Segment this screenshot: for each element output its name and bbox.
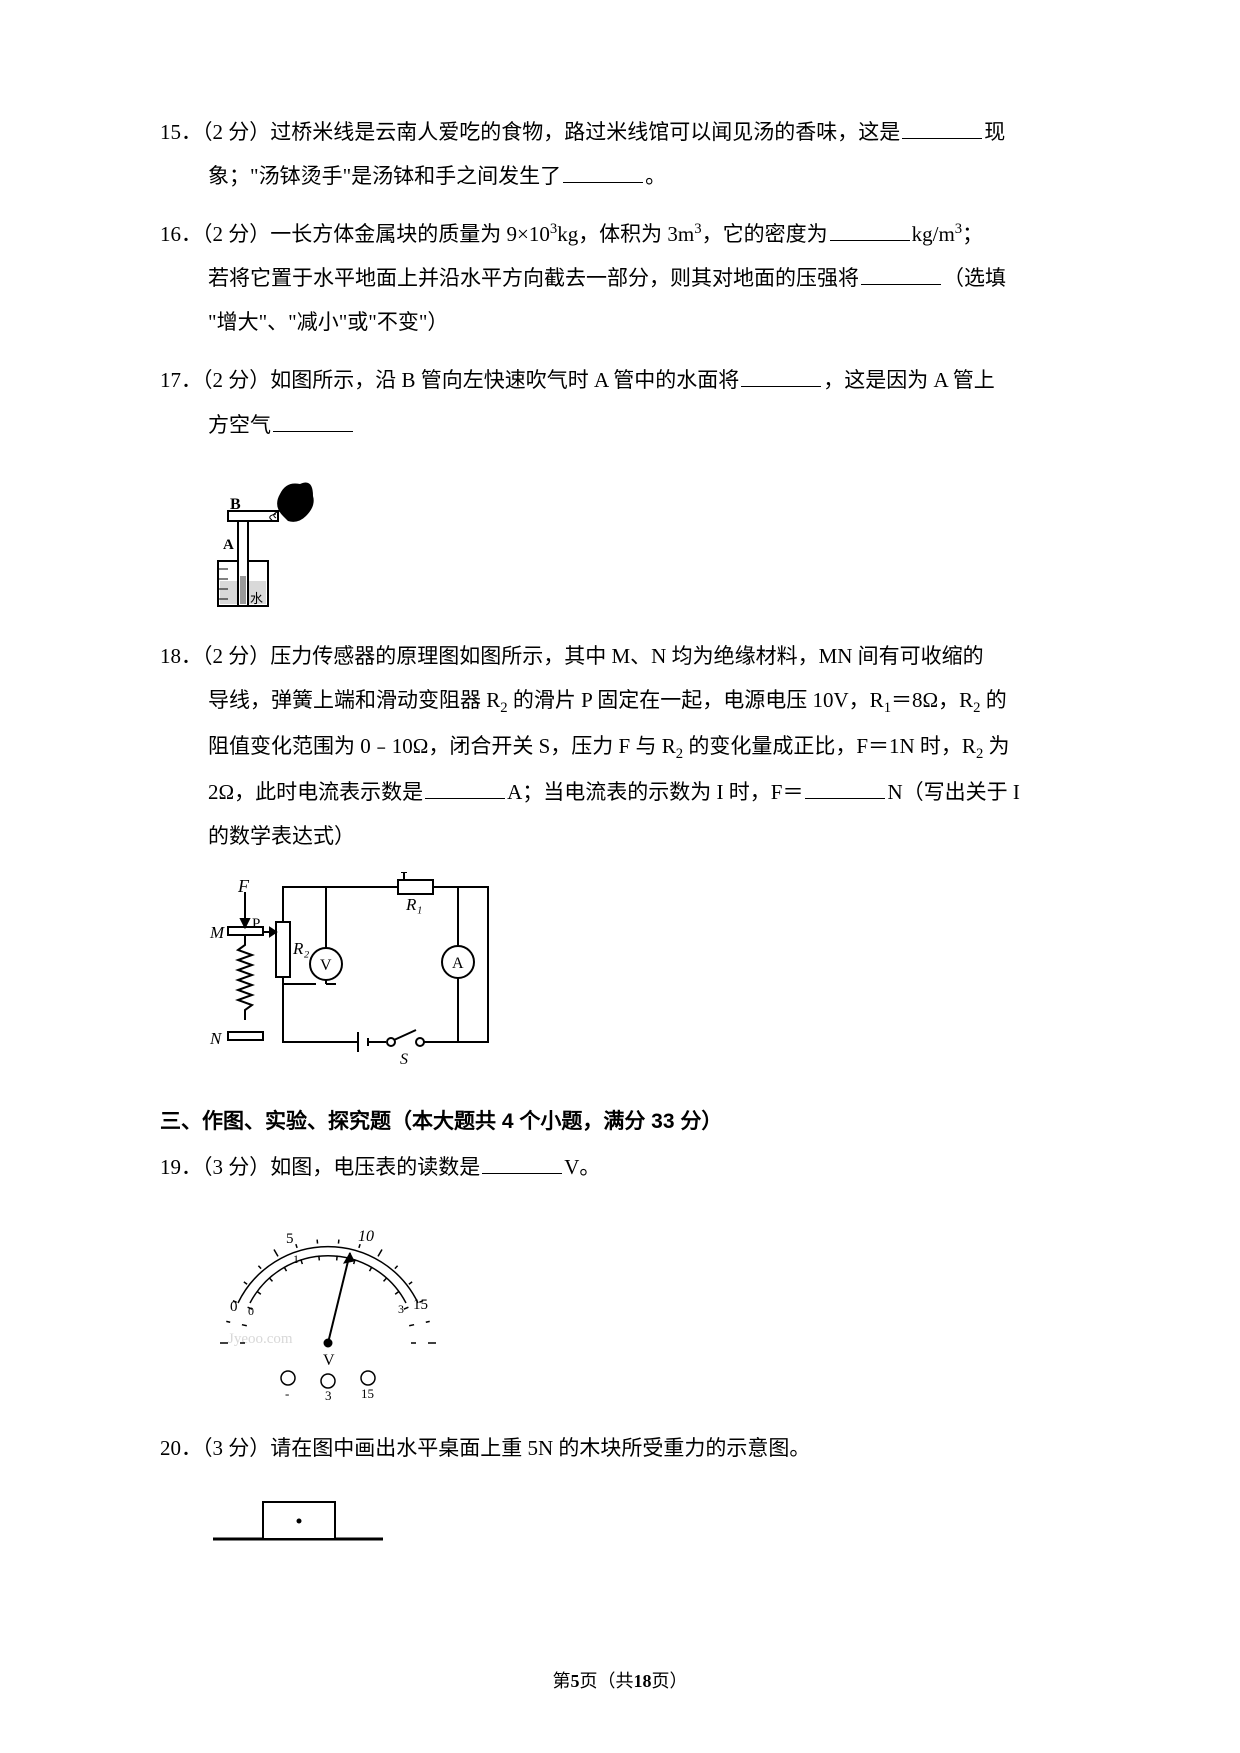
q17-t1: ）如图所示，沿 B 管向左快速吹气时 A 管中的水面将 [249,368,739,392]
q18-blank2[interactable] [805,777,885,799]
q18-line4: 2Ω，此时电流表示数是A；当电流表的示数为 I 时，F＝N（写出关于 I [160,770,1080,814]
q19-i1: 1 [293,1252,299,1266]
q19-svg: Jyeoo.com 0 5 10 15 0 1 3 V [208,1203,448,1403]
q18-figure: F P M N R₂ R₁ V A S [208,872,1080,1087]
q17-t2: ，这是因为 A 管上 [823,368,995,392]
q16-t3: ，它的密度为 [702,222,828,246]
q15-m1: 现 [984,120,1005,144]
q20-points: 3 分 [213,1436,250,1460]
q15-blank2[interactable] [563,161,643,183]
q18-svg: F P M N R₂ R₁ V A S [208,872,508,1082]
q17-svg: B A 水 [208,461,318,611]
q17-blank1[interactable] [741,365,821,387]
q16-tail2a: （选填 [943,266,1006,290]
q18-R1: R₁ [405,895,422,914]
q19-t3: 3 [325,1388,332,1403]
q17-blank2[interactable] [273,410,353,432]
q15-i1: 象；"汤钵烫手"是汤钵和手之间发生了 [208,164,561,188]
q16-points: 2 分 [213,222,250,246]
q18-F: F [237,876,250,896]
q17-number: 17 [160,368,181,392]
q18-A: A [452,955,464,972]
question-19: 19．（3 分）如图，电压表的读数是V。 [160,1145,1080,1189]
q19-t15: 15 [361,1386,374,1401]
q16-tail1: ； [962,222,983,246]
q16-i1: 若将它置于水平地面上并沿水平方向截去一部分，则其对地面的压强将 [208,266,859,290]
q17-label-B: B [230,496,241,513]
q19-points: 3 分 [213,1155,250,1179]
q17-label-water: 水 [250,591,263,606]
q16-line3: "增大"、"减小"或"不变"） [160,300,1080,344]
q16-blank1[interactable] [830,219,910,241]
q18-number: 18 [160,644,181,668]
q19-V: V [323,1352,335,1369]
q15-number: 15 [160,120,181,144]
q15-line2: 象；"汤钵烫手"是汤钵和手之间发生了 。 [160,154,1080,198]
q17-i1: 方空气 [208,413,271,437]
question-15: 15．（2 分）过桥米线是云南人爱吃的食物，路过米线馆可以闻见汤的香味，这是现 … [160,110,1080,198]
q18-R2: R₂ [292,939,309,958]
q16-u1: kg/m [912,222,955,246]
exam-page: 15．（2 分）过桥米线是云南人爱吃的食物，路过米线馆可以闻见汤的香味，这是现 … [0,0,1240,1753]
q16-i2: "增大"、"减小"或"不变"） [208,310,448,334]
q19-blank[interactable] [482,1152,562,1174]
q15-points: 2 分 [213,120,250,144]
q18-t1: ）压力传感器的原理图如图所示，其中 M、N 均为绝缘材料，MN 间有可收缩的 [249,644,983,668]
q18-line3: 阻值变化范围为 0﹣10Ω，闭合开关 S，压力 F 与 R2 的变化量成正比，F… [160,724,1080,770]
section-3-title: 三、作图、实验、探究题（本大题共 4 个小题，满分 33 分） [160,1105,1080,1135]
q18-N: N [209,1029,223,1048]
q16-t1: ）一长方体金属块的质量为 9×10 [249,222,550,246]
question-17: 17．（2 分）如图所示，沿 B 管向左快速吹气时 A 管中的水面将，这是因为 … [160,358,1080,446]
q18-points: 2 分 [213,644,250,668]
q15-blank1[interactable] [902,117,982,139]
q18-V: V [320,957,332,974]
q18-line2: 导线，弹簧上端和滑动变阻器 R2 的滑片 P 固定在一起，电源电压 10V，R1… [160,678,1080,724]
q18-M: M [209,923,225,942]
watermark: Jyeoo.com [228,1331,293,1347]
q16-t2: kg，体积为 3m [557,222,694,246]
q20-svg [208,1484,388,1554]
q15-t1: ）过桥米线是云南人爱吃的食物，路过米线馆可以闻见汤的香味，这是 [249,120,900,144]
q19-0a: 0 [230,1299,238,1315]
q19-uv: V。 [564,1155,600,1179]
question-16: 16．（2 分）一长方体金属块的质量为 9×103kg，体积为 3m3，它的密度… [160,212,1080,344]
q19-neg: - [285,1386,289,1401]
q19-figure: Jyeoo.com 0 5 10 15 0 1 3 V [208,1203,1080,1408]
q16-sup2: 3 [694,221,701,237]
q18-P: P [252,916,260,932]
q20-t: ）请在图中画出水平桌面上重 5N 的木块所受重力的示意图。 [249,1436,810,1460]
q19-10: 10 [358,1228,374,1245]
q19-i3: 3 [398,1302,404,1316]
q19-15: 15 [413,1297,428,1313]
q17-line2: 方空气 [160,403,1080,447]
q17-label-A: A [223,537,234,553]
q17-points: 2 分 [213,368,250,392]
q19-number: 19 [160,1155,181,1179]
q16-blank2[interactable] [861,263,941,285]
q18-S: S [400,1051,408,1068]
q16-line2: 若将它置于水平地面上并沿水平方向截去一部分，则其对地面的压强将 （选填 [160,256,1080,300]
question-20: 20．（3 分）请在图中画出水平桌面上重 5N 的木块所受重力的示意图。 [160,1426,1080,1470]
q19-0b: 0 [248,1304,254,1318]
q15-tail: 。 [645,164,666,188]
q16-number: 16 [160,222,181,246]
q15-pfx: ．（ [181,120,213,144]
q18-line5: 的数学表达式） [160,814,1080,858]
page-footer: 第5页（共18页） [0,1667,1240,1693]
q17-figure: B A 水 [208,461,1080,616]
q20-number: 20 [160,1436,181,1460]
q18-blank1[interactable] [425,777,505,799]
question-18: 18．（2 分）压力传感器的原理图如图所示，其中 M、N 均为绝缘材料，MN 间… [160,634,1080,858]
q20-figure [208,1484,1080,1559]
q19-t1: ）如图，电压表的读数是 [249,1155,480,1179]
q19-5: 5 [286,1231,294,1247]
